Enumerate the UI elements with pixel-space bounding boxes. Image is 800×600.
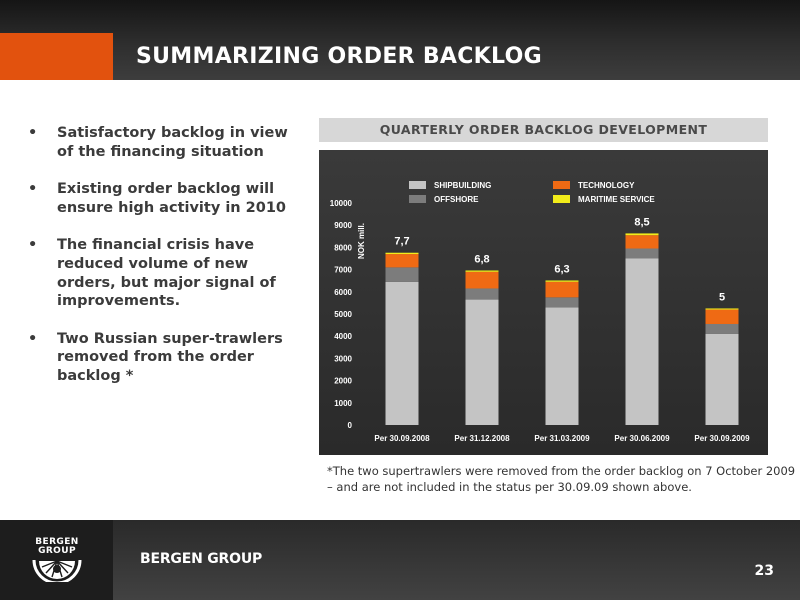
x-tick-label: Per 30.09.2009 [694, 434, 750, 443]
bullet-item: • Satisfactory backlog in view of the fin… [24, 124, 296, 161]
legend-swatch [409, 181, 426, 189]
bullet-marker: • [28, 181, 38, 198]
bar-segment [625, 248, 659, 259]
y-tick-label: 3000 [334, 354, 352, 363]
bullet-text: Satisfactory backlog in view of the fina… [57, 125, 288, 160]
y-tick-label: 8000 [334, 243, 352, 252]
bar-segment [385, 254, 419, 268]
y-tick-label: 0 [348, 421, 353, 430]
logo-wordmark: BERGEN GROUP [35, 537, 79, 556]
bar-segment [625, 235, 659, 249]
legend-swatch [553, 181, 570, 189]
legend-label: SHIPBUILDING [434, 181, 491, 190]
bar-segment [385, 252, 419, 255]
bar-total-label: 7,7 [394, 236, 409, 248]
bullet-list: • Satisfactory backlog in view of the fin… [24, 124, 296, 405]
x-tick-label: Per 31.03.2009 [534, 434, 590, 443]
legend-label: MARITIME SERVICE [578, 195, 655, 204]
bar-segment [625, 258, 659, 425]
y-tick-label: 10000 [330, 199, 353, 208]
bar-total-label: 8,5 [634, 216, 649, 228]
bar-segment [545, 297, 579, 308]
y-tick-label: 7000 [334, 266, 352, 275]
bar-segment [545, 307, 579, 425]
bar-segment [705, 333, 739, 425]
bullet-text: The financial crisis have reduced volume… [57, 237, 276, 310]
bar-segment [545, 280, 579, 282]
bar-segment [385, 267, 419, 282]
bullet-marker: • [28, 237, 38, 254]
bar-segment [465, 299, 499, 425]
bullet-marker: • [28, 330, 38, 347]
title-bar [0, 0, 800, 80]
legend-swatch [409, 195, 426, 203]
x-tick-label: Per 30.06.2009 [614, 434, 670, 443]
y-tick-label: 4000 [334, 332, 352, 341]
bar-segment [385, 281, 419, 425]
y-tick-label: 2000 [334, 377, 352, 386]
bullet-item: • Two Russian super-trawlers removed from… [24, 330, 296, 386]
footnote: *The two supertrawlers were removed from… [327, 464, 796, 494]
y-axis-title: NOK mill. [357, 223, 366, 259]
bar-segment [465, 270, 499, 272]
bergen-group-logo-icon [32, 559, 82, 582]
bar-segment [545, 281, 579, 298]
bullet-item: • The financial crisis have reduced volum… [24, 236, 296, 310]
bullet-marker: • [28, 125, 38, 141]
backlog-chart: 0 1000 2000 3000 4000 5000 6000 7000 8000 9000 100… [330, 181, 750, 443]
footer-bar [0, 520, 800, 600]
x-tick-label: Per 30.09.2008 [374, 434, 430, 443]
bar-segment [465, 288, 499, 300]
slide-title: SUMMARIZING ORDER BACKLOG [136, 44, 542, 69]
legend-label: TECHNOLOGY [578, 181, 635, 190]
bar-total-label: 6,3 [554, 263, 569, 275]
footer-company-name: BERGEN GROUP [140, 551, 263, 567]
bar-segment [705, 308, 739, 310]
bar-segment [465, 271, 499, 289]
logo-box [0, 520, 113, 600]
bar-total-label: 6,8 [474, 253, 489, 265]
bar-segment [625, 233, 659, 236]
y-tick-label: 9000 [334, 221, 352, 230]
y-tick-label: 5000 [334, 310, 352, 319]
bullet-text: Existing order backlog will ensure high … [57, 181, 287, 216]
title-accent-block [0, 33, 113, 80]
page-number: 23 [754, 563, 774, 579]
chart-panel: 0 1000 2000 3000 4000 5000 6000 7000 8000 9000 100… [319, 150, 768, 455]
bar-segment [705, 309, 739, 324]
x-tick-label: Per 31.12.2008 [454, 434, 510, 443]
bar-total-label: 5 [719, 291, 725, 303]
y-tick-label: 6000 [334, 288, 352, 297]
chart-header: QUARTERLY ORDER BACKLOG DEVELOPMENT [319, 118, 768, 142]
bullet-text: Two Russian super-trawlers removed from … [57, 330, 283, 384]
legend-label: OFFSHORE [434, 195, 479, 204]
legend-swatch [553, 195, 570, 203]
y-tick-label: 1000 [334, 399, 352, 408]
bar-segment [705, 323, 739, 334]
bullet-item: • Existing order backlog will ensure high… [24, 180, 296, 217]
